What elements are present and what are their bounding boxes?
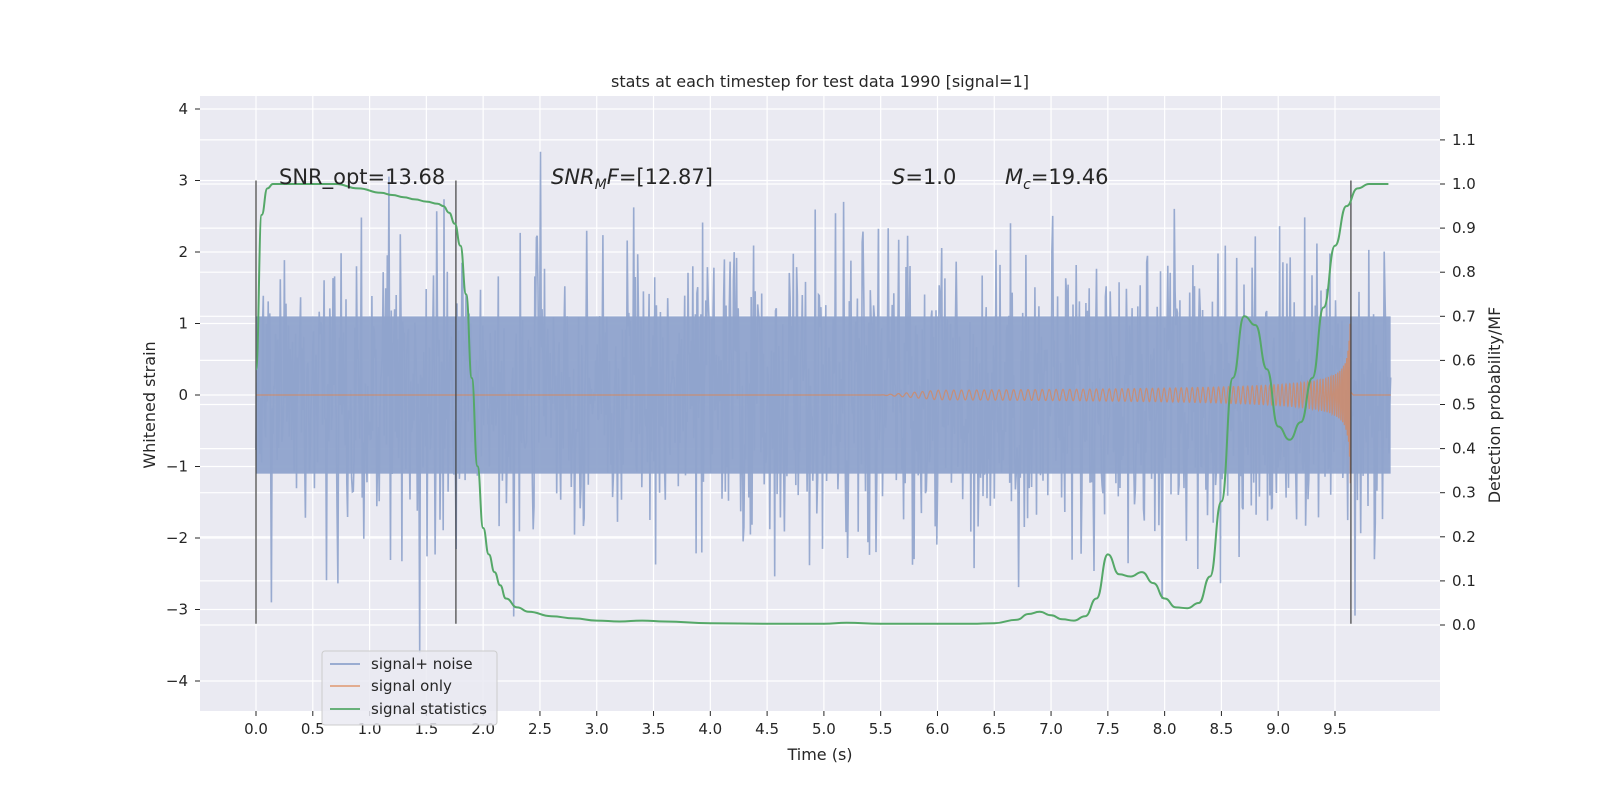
y2-axis-label: Detection probability/MF — [1485, 307, 1504, 504]
legend-label-signal-only: signal only — [371, 677, 452, 695]
x-tick-label: 3.0 — [585, 720, 609, 738]
legend-label-signal-statistics: signal statistics — [371, 700, 487, 718]
y-tick-label: 2 — [178, 243, 188, 261]
x-tick-label: 2.5 — [528, 720, 552, 738]
x-tick-label: 9.5 — [1323, 720, 1347, 738]
x-tick-label: 6.0 — [926, 720, 950, 738]
y2-tick-label: 1.0 — [1452, 175, 1476, 193]
x-tick-label: 9.0 — [1266, 720, 1290, 738]
legend-label-signal-noise: signal+ noise — [371, 655, 473, 673]
y2-tick-label: 1.1 — [1452, 131, 1476, 149]
x-tick-label: 0.5 — [301, 720, 325, 738]
y2-tick-label: 0.5 — [1452, 396, 1476, 414]
vertical-markers — [255, 180, 1352, 624]
y2-tick-label: 0.2 — [1452, 528, 1476, 546]
annotation-snr-mf-value: =[12.87] — [619, 165, 713, 189]
x-tick-label: 6.5 — [982, 720, 1006, 738]
y-tick-label: 0 — [178, 386, 188, 404]
y-tick-label: 1 — [178, 315, 188, 333]
annotation-snr-mf-sub: M — [595, 177, 607, 193]
y2-tick-label: 0.8 — [1452, 263, 1476, 281]
x-tick-label: 0.0 — [244, 720, 268, 738]
x-tick-label: 5.5 — [869, 720, 893, 738]
annotation-snr-opt: SNR_opt=13.68 — [279, 165, 445, 190]
y-tick-label: −4 — [166, 672, 188, 690]
x-tick-label: 4.5 — [755, 720, 779, 738]
chart-title: stats at each timestep for test data 199… — [611, 72, 1029, 91]
annotation-s: S=1.0 — [892, 165, 956, 189]
x-tick-label: 8.0 — [1153, 720, 1177, 738]
y-tick-label: −2 — [166, 529, 188, 547]
y2-tick-label: 0.7 — [1452, 307, 1476, 325]
y-tick-label: 3 — [178, 172, 188, 190]
x-tick-label: 5.0 — [812, 720, 836, 738]
annotation-s-label: S — [892, 165, 905, 189]
annotation-mc-value: =19.46 — [1031, 165, 1109, 189]
annotation-snr-mf-suffix: F — [607, 165, 620, 189]
annotation-mc: Mc=19.46 — [1005, 165, 1109, 193]
y2-tick-label: 0.9 — [1452, 219, 1476, 237]
x-axis-label: Time (s) — [786, 745, 852, 764]
y2-tick-label: 0.6 — [1452, 351, 1476, 369]
x-tick-label: 7.5 — [1096, 720, 1120, 738]
signal-statistics-line — [255, 183, 1389, 625]
y-tick-label: −3 — [166, 601, 188, 619]
annotation-snr-mf-label: SNR — [551, 165, 595, 189]
x-tick-label: 7.0 — [1039, 720, 1063, 738]
y2-tick-label: 0.4 — [1452, 440, 1476, 458]
signal-statistics-series — [255, 183, 1389, 625]
y-tick-label: 4 — [178, 100, 188, 118]
annotation-s-value: =1.0 — [905, 165, 956, 189]
y2-tick-label: 0.1 — [1452, 572, 1476, 590]
y2-tick-label: 0.0 — [1452, 616, 1476, 634]
y-axis-label: Whitened strain — [140, 341, 159, 468]
legend: signal+ noise signal only signal statist… — [321, 650, 498, 726]
x-tick-label: 8.5 — [1209, 720, 1233, 738]
legend-box — [321, 650, 498, 726]
annotation-mc-label: M — [1005, 165, 1023, 189]
x-tick-label: 4.0 — [698, 720, 722, 738]
annotation-mc-sub: c — [1023, 177, 1031, 193]
annotation-snr-mf: SNRMF=[12.87] — [551, 165, 713, 193]
y-tick-label: −1 — [166, 458, 188, 476]
x-tick-label: 3.5 — [642, 720, 666, 738]
y2-tick-label: 0.3 — [1452, 484, 1476, 502]
